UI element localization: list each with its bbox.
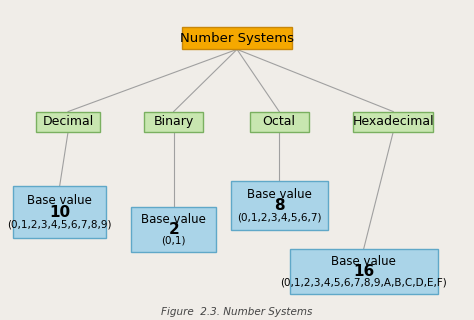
Text: Octal: Octal [263, 115, 296, 128]
FancyBboxPatch shape [144, 112, 203, 132]
Text: 16: 16 [353, 264, 374, 279]
Text: 2: 2 [168, 222, 179, 237]
Text: Hexadecimal: Hexadecimal [353, 115, 434, 128]
Text: Decimal: Decimal [43, 115, 94, 128]
Text: Base value: Base value [331, 255, 396, 268]
FancyBboxPatch shape [182, 27, 292, 49]
Text: (0,1,2,3,4,5,6,7,8,9,A,B,C,D,E,F): (0,1,2,3,4,5,6,7,8,9,A,B,C,D,E,F) [280, 277, 447, 287]
FancyBboxPatch shape [353, 112, 433, 132]
FancyBboxPatch shape [36, 112, 100, 132]
Text: 8: 8 [274, 198, 284, 213]
Text: Binary: Binary [154, 115, 194, 128]
Text: Base value: Base value [141, 213, 206, 226]
Text: Figure  2.3. Number Systems: Figure 2.3. Number Systems [161, 307, 313, 316]
Text: (0,1,2,3,4,5,6,7,8,9): (0,1,2,3,4,5,6,7,8,9) [8, 220, 112, 230]
Text: (0,1): (0,1) [162, 236, 186, 245]
FancyBboxPatch shape [131, 207, 216, 252]
Text: Base value: Base value [27, 194, 92, 207]
FancyBboxPatch shape [231, 181, 328, 230]
Text: 10: 10 [49, 205, 70, 220]
Text: (0,1,2,3,4,5,6,7): (0,1,2,3,4,5,6,7) [237, 212, 321, 222]
Text: Number Systems: Number Systems [180, 32, 294, 44]
FancyBboxPatch shape [250, 112, 309, 132]
Text: Base value: Base value [247, 188, 312, 201]
FancyBboxPatch shape [290, 249, 438, 294]
FancyBboxPatch shape [13, 186, 106, 238]
